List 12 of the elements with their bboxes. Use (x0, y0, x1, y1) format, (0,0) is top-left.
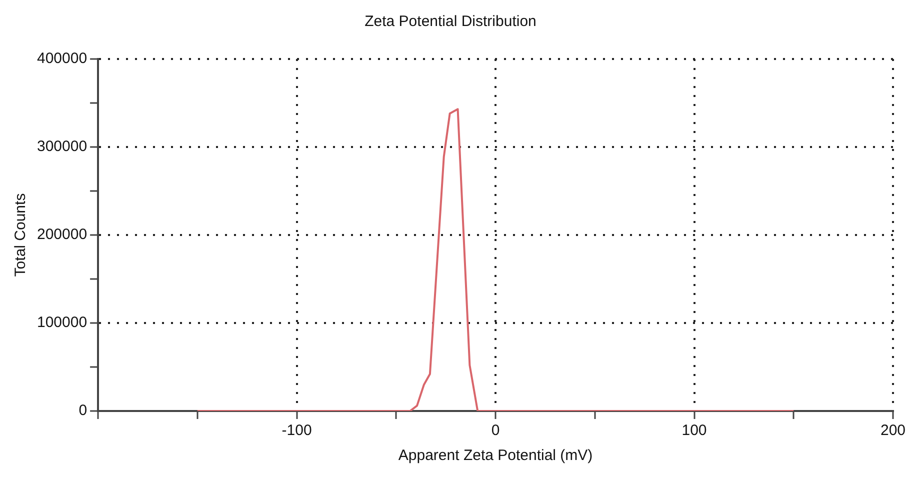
y-axis-title: Total Counts (12, 193, 30, 277)
x-tick-label: 100 (682, 422, 707, 440)
x-tick-label: 0 (491, 422, 500, 440)
x-tick-label: 200 (880, 422, 906, 440)
y-tick-label: 0 (78, 402, 88, 420)
y-tick-label: 300000 (36, 138, 88, 156)
x-axis-title: Apparent Zeta Potential (mV) (398, 447, 593, 464)
x-tick-label: -100 (282, 422, 312, 440)
chart-title: Zeta Potential Distribution (364, 13, 536, 30)
y-tick-label: 100000 (36, 314, 88, 332)
y-tick-label: 400000 (36, 50, 88, 68)
y-tick-label: 200000 (36, 226, 88, 244)
